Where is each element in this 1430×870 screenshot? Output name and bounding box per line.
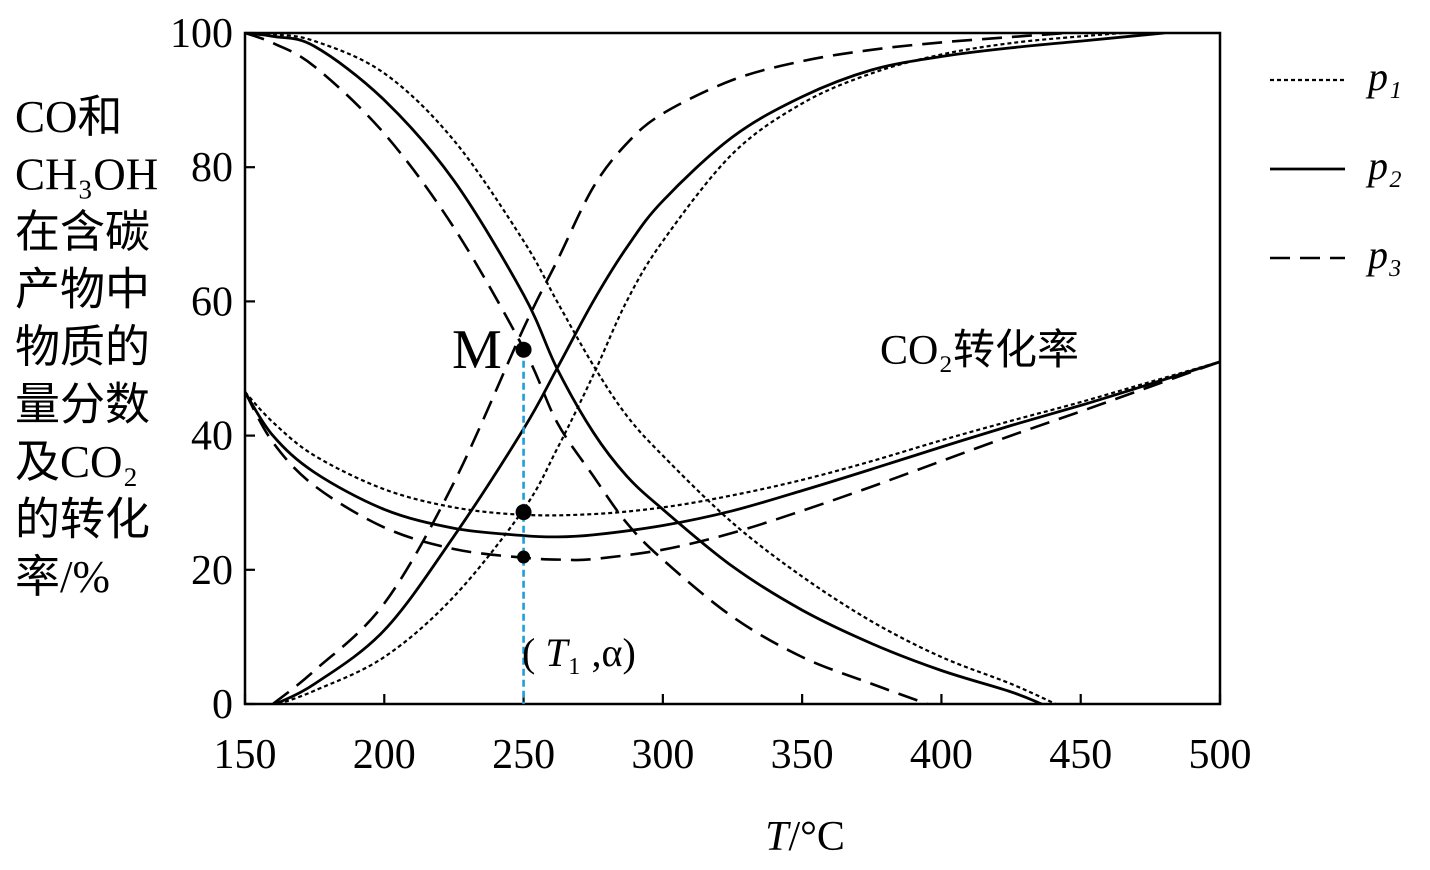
co2-conversion-label: CO₂转化率	[880, 327, 1079, 374]
plot-frame	[243, 31, 1222, 706]
x-axis-label: T/°C	[765, 814, 845, 860]
curve-series3-2	[272, 33, 1067, 704]
legend: p₁ p₂ p₃	[1270, 54, 1402, 277]
x-tick-label: 450	[1049, 732, 1112, 778]
y-tick-label: 80	[191, 145, 233, 191]
reference-line-label: ( T₁ ,α)	[522, 630, 636, 675]
y-axis-label-line: CO和	[15, 92, 123, 142]
curves	[245, 33, 1220, 704]
curve-series1-2	[278, 33, 1123, 704]
legend-label: p₂	[1365, 143, 1402, 188]
x-tick-label: 250	[492, 732, 555, 778]
curve-series1-3	[245, 360, 1220, 517]
y-axis-label-line: 物质的	[15, 322, 150, 372]
y-tick-label: 0	[212, 682, 233, 728]
y-axis-label-line: 率/%	[15, 552, 110, 602]
y-tick-label: 100	[170, 11, 233, 57]
x-tick-label: 150	[214, 732, 277, 778]
point-M-label: M	[452, 319, 502, 381]
x-tick-label: 200	[353, 732, 416, 778]
legend-label: p₁	[1365, 54, 1402, 99]
curve-series2-2	[274, 33, 1165, 704]
x-tick-label: 500	[1189, 732, 1252, 778]
highlight-points	[515, 341, 532, 564]
legend-label: p₃	[1365, 232, 1402, 277]
x-tick-label: 400	[910, 732, 973, 778]
curve-series3-3	[245, 360, 1220, 562]
axis-ticks: 150 200 250 300 350 400 450 500 0 20 40 60 80 100	[170, 11, 1252, 778]
point-M	[515, 341, 532, 358]
y-axis-label-line: 产物中	[15, 265, 150, 315]
curve-series1-1	[245, 33, 1057, 704]
x-tick-label: 350	[771, 732, 834, 778]
y-axis-label-line: 及CO₂	[15, 437, 138, 487]
highlight-point	[515, 504, 532, 521]
y-tick-label: 60	[191, 279, 233, 325]
highlight-point	[517, 550, 531, 564]
y-axis-label-line: 的转化	[15, 495, 150, 545]
curve-series3-1	[245, 33, 928, 704]
y-tick-label: 20	[191, 548, 233, 594]
curve-series2-1	[245, 33, 1043, 704]
curve-series2-3	[245, 360, 1220, 539]
x-tick-label: 300	[631, 732, 694, 778]
y-axis-label-line: 在含碳	[15, 207, 150, 257]
y-axis-label-line: 量分数	[15, 380, 150, 430]
y-tick-label: 40	[191, 414, 233, 460]
y-axis-label-line: CH₃OH	[15, 150, 158, 200]
